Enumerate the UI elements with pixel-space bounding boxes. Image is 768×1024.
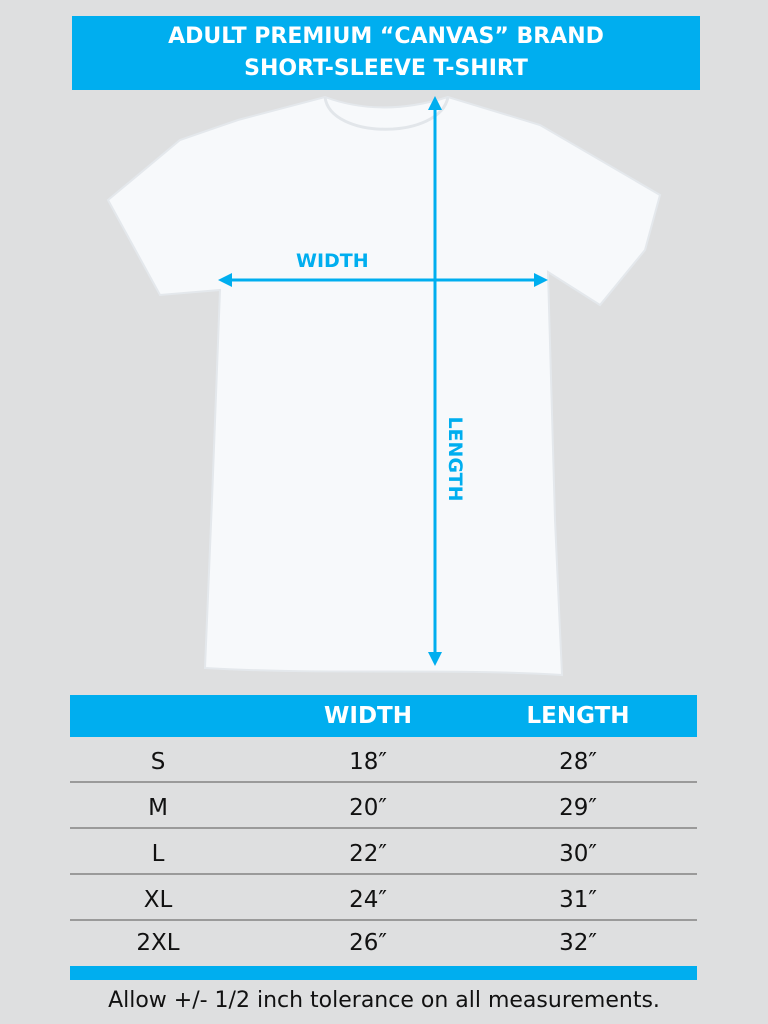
width-cell: 26″: [349, 930, 387, 956]
table-row: 2XL 26″ 32″: [70, 921, 697, 967]
size-cell: L: [151, 841, 165, 867]
size-cell: 2XL: [136, 930, 180, 956]
width-cell: 22″: [349, 841, 387, 867]
chart-title: ADULT PREMIUM “CANVAS” BRAND SHORT-SLEEV…: [72, 16, 700, 90]
table-row: L 22″ 30″: [70, 829, 697, 875]
table-row: XL 24″ 31″: [70, 875, 697, 921]
table-row: M 20″ 29″: [70, 783, 697, 829]
table-row: S 18″ 28″: [70, 737, 697, 783]
t-shirt-shape: [106, 95, 662, 677]
length-cell: 32″: [559, 930, 597, 956]
size-cell: XL: [143, 887, 173, 913]
length-cell: 29″: [559, 795, 597, 821]
title-line-2: SHORT-SLEEVE T-SHIRT: [244, 56, 528, 81]
collar: [323, 96, 450, 131]
length-label: LENGTH: [444, 416, 466, 502]
header-length: LENGTH: [526, 703, 630, 729]
width-label: WIDTH: [296, 250, 369, 272]
table-bottom-bar: [70, 966, 697, 980]
size-cell: S: [150, 749, 166, 775]
size-cell: M: [148, 795, 168, 821]
width-cell: 24″: [349, 887, 387, 913]
length-cell: 31″: [559, 887, 597, 913]
table-header: WIDTH LENGTH: [70, 695, 697, 737]
length-cell: 28″: [559, 749, 597, 775]
measure-arrows: [218, 96, 548, 666]
length-cell: 30″: [559, 841, 597, 867]
title-line-1: ADULT PREMIUM “CANVAS” BRAND: [168, 24, 604, 49]
width-cell: 18″: [349, 749, 387, 775]
t-shirt-icon: [106, 95, 662, 677]
tolerance-note: Allow +/- 1/2 inch tolerance on all meas…: [108, 988, 660, 1013]
header-width: WIDTH: [324, 703, 412, 729]
width-cell: 20″: [349, 795, 387, 821]
